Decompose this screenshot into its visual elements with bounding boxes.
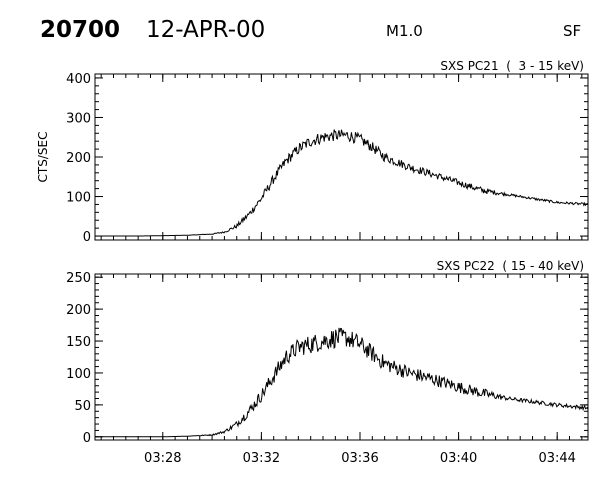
y-tick-label: 150 (66, 335, 91, 350)
series-line-1-1 (95, 129, 589, 237)
x-tick-label: 03:44 (538, 451, 575, 466)
y-tick-label: 400 (66, 72, 91, 87)
y-tick-label: 300 (66, 111, 91, 126)
y-tick-label: 0 (83, 230, 91, 245)
x-tick-label: 03:28 (144, 451, 181, 466)
y-tick-label: 200 (66, 151, 91, 166)
x-tick-label: 03:36 (341, 451, 378, 466)
x-tick-label: 03:32 (243, 451, 280, 466)
y-tick-label: 200 (66, 303, 91, 318)
flare-class: M1.0 (386, 22, 423, 40)
event-id: 20700 (40, 17, 121, 43)
plot-frame-2 (94, 273, 589, 441)
y-tick-label: 100 (66, 367, 91, 382)
y-tick-label: 50 (74, 399, 91, 414)
plot-frame-1 (94, 73, 589, 241)
y-tick-label: 250 (66, 271, 91, 286)
flare-code: SF (563, 22, 582, 40)
panel-title-2: SXS PC22 ( 15 - 40 keV) (437, 259, 584, 273)
x-tick-label: 03:40 (440, 451, 477, 466)
y-tick-label: 0 (83, 431, 91, 446)
panel-title-1: SXS PC21 ( 3 - 15 keV) (440, 59, 584, 73)
series-line-2-1 (95, 327, 589, 438)
y-tick-label: 100 (66, 191, 91, 206)
event-date: 12-APR-00 (146, 17, 266, 43)
y-axis-label: CTS/SEC (36, 132, 50, 183)
